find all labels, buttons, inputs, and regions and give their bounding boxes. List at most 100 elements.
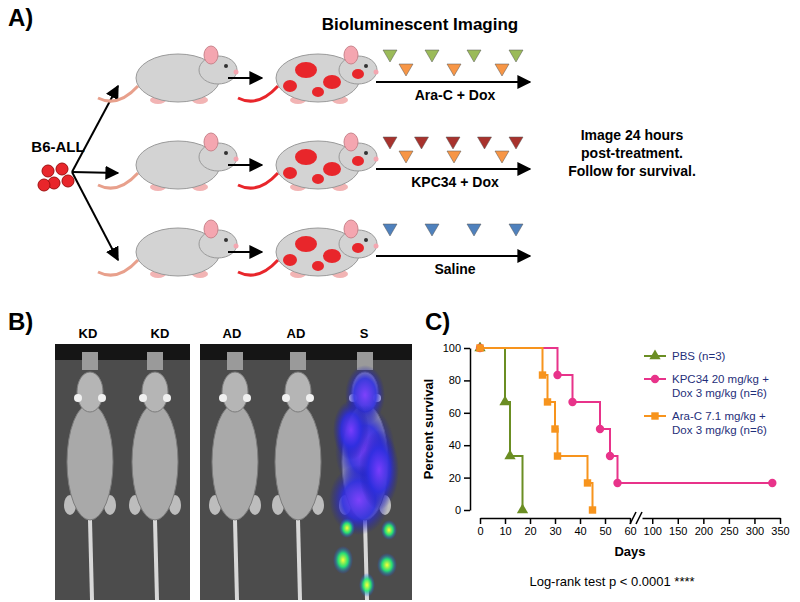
tumor-spot bbox=[323, 249, 341, 263]
tumor-spot bbox=[312, 174, 324, 184]
nose-cone bbox=[147, 352, 163, 370]
data-point bbox=[554, 452, 561, 459]
tick-label: 250 bbox=[720, 525, 738, 537]
axis-line bbox=[643, 518, 781, 520]
group-label: S bbox=[360, 326, 369, 341]
nose-cone bbox=[227, 352, 243, 370]
mouse-ear bbox=[204, 220, 218, 238]
mouse-eye bbox=[224, 151, 228, 155]
mouse-ear bbox=[204, 133, 218, 151]
mouse-head bbox=[339, 143, 377, 171]
arrow bbox=[228, 77, 262, 79]
mouse-tail bbox=[98, 86, 138, 101]
image-ear bbox=[98, 394, 106, 402]
tick-mark bbox=[754, 518, 756, 524]
tick: 350 bbox=[771, 518, 789, 537]
mouse-eye bbox=[224, 64, 228, 68]
tick-label: 150 bbox=[669, 525, 687, 537]
tick: 20 bbox=[524, 518, 536, 537]
image-mouse bbox=[329, 352, 399, 600]
luminescence bbox=[377, 553, 397, 577]
image-mouse bbox=[272, 352, 324, 600]
x-axis: 100 150 200 250 300 350 bbox=[643, 518, 790, 537]
tick-label: 0 bbox=[477, 525, 483, 537]
survival-curve bbox=[480, 348, 523, 510]
tick-label: 300 bbox=[746, 525, 764, 537]
tick: 150 bbox=[669, 518, 687, 537]
tick-mark bbox=[678, 518, 680, 524]
mouse bbox=[98, 220, 239, 278]
legend-text-line: Dox 3 mg/kg (n=6) bbox=[672, 387, 767, 399]
legend-symbol bbox=[651, 375, 659, 383]
mouse-nose bbox=[374, 244, 379, 249]
tick-label: 50 bbox=[599, 525, 611, 537]
tick-label: 200 bbox=[695, 525, 713, 537]
arrow bbox=[72, 172, 118, 173]
image-mouse bbox=[129, 352, 181, 600]
tumor-spot bbox=[283, 254, 297, 266]
image-ear bbox=[243, 394, 251, 402]
image-top-bar bbox=[55, 344, 190, 360]
group-label: AD bbox=[223, 326, 242, 341]
tumor-spot bbox=[295, 149, 317, 165]
axis-break bbox=[636, 512, 642, 524]
treatment-label: Saline bbox=[434, 261, 475, 277]
tick: 100 bbox=[443, 342, 470, 354]
tumor-spot bbox=[323, 75, 341, 89]
luminescence bbox=[381, 520, 397, 540]
arrow bbox=[228, 164, 262, 166]
tick: 100 bbox=[644, 518, 662, 537]
panel-label: C) bbox=[425, 308, 450, 335]
data-point bbox=[596, 425, 604, 433]
group-label: AD bbox=[287, 326, 306, 341]
arrow bbox=[228, 251, 262, 253]
luminescence bbox=[333, 546, 353, 574]
data-point bbox=[476, 344, 484, 352]
tick-mark bbox=[729, 518, 731, 524]
tick-mark bbox=[555, 518, 557, 524]
group-label: KD bbox=[151, 326, 170, 341]
x-axis-title: Days bbox=[614, 544, 645, 559]
timeline bbox=[376, 255, 530, 257]
tick-mark bbox=[530, 518, 532, 524]
tick-mark bbox=[464, 348, 470, 350]
legend-symbol bbox=[649, 349, 660, 359]
legend-symbol bbox=[651, 412, 658, 419]
tick: 20 bbox=[449, 472, 470, 484]
arrow bbox=[72, 172, 118, 260]
data-point bbox=[606, 452, 614, 460]
mouse-head bbox=[339, 56, 377, 84]
data-point bbox=[539, 371, 546, 378]
tumor-spot bbox=[283, 167, 297, 179]
mouse bbox=[238, 46, 379, 104]
dose-icon bbox=[447, 151, 461, 163]
tick: 80 bbox=[449, 374, 470, 386]
data-point bbox=[504, 450, 515, 460]
dose-icon bbox=[415, 137, 429, 149]
image-head bbox=[142, 372, 168, 412]
tick-mark bbox=[505, 518, 507, 524]
mouse-tail bbox=[238, 173, 278, 188]
image-body bbox=[67, 404, 113, 520]
treatment-label: KPC34 + Dox bbox=[411, 174, 499, 190]
legend-text-line: Dox 3 mg/kg (n=6) bbox=[672, 424, 767, 436]
dose-icon bbox=[509, 224, 523, 236]
tick: 40 bbox=[449, 439, 470, 451]
tick-mark bbox=[605, 518, 607, 524]
arrow bbox=[72, 86, 118, 172]
axis-break bbox=[630, 512, 636, 524]
tick-mark bbox=[464, 477, 470, 479]
legend-item: PBS (n=3) bbox=[644, 349, 726, 362]
mouse-head bbox=[199, 56, 237, 84]
tick: 30 bbox=[549, 518, 561, 537]
axis-line bbox=[470, 349, 472, 511]
tick-mark bbox=[464, 445, 470, 447]
tick-mark bbox=[652, 518, 654, 524]
legend-item: Ara-C 7.1 mg/kg +Dox 3 mg/kg (n=6) bbox=[644, 410, 767, 436]
tick: 60 bbox=[449, 407, 470, 419]
y-axis-title: Percent survival bbox=[421, 379, 436, 479]
dose-icon bbox=[509, 137, 523, 149]
image-mouse bbox=[64, 352, 116, 600]
dose-icon bbox=[467, 50, 481, 62]
tumor-spot bbox=[312, 87, 324, 97]
